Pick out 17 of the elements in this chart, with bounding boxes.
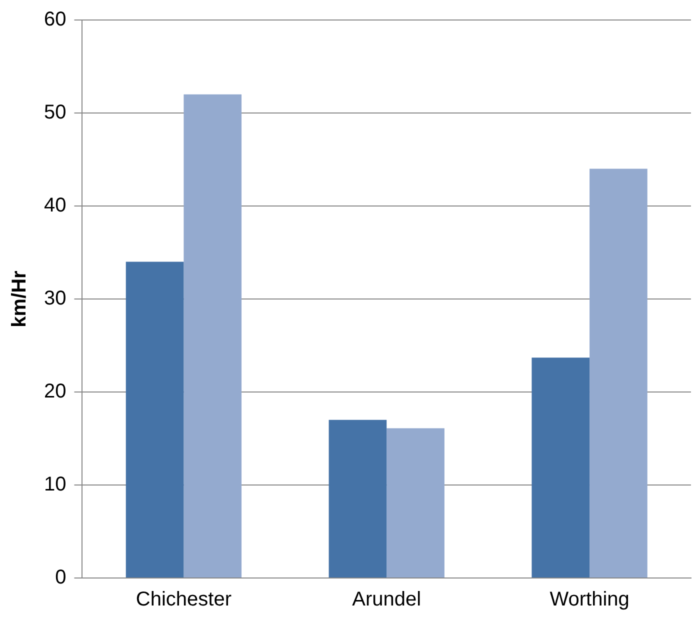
y-tick-label: 20: [44, 380, 66, 403]
x-tick-label: Chichester: [136, 588, 232, 611]
y-axis-title: km/Hr: [8, 270, 31, 328]
x-tick-label: Arundel: [352, 588, 422, 611]
bar: [184, 94, 242, 578]
y-tick-label: 50: [44, 102, 66, 124]
y-tick-label: 30: [44, 288, 66, 310]
bar: [126, 262, 184, 578]
y-tick-label: 40: [44, 194, 66, 217]
y-tick-label: 0: [55, 566, 66, 589]
x-tick-label: Worthing: [550, 588, 630, 611]
bar: [590, 168, 648, 578]
bar: [532, 358, 590, 578]
bar: [386, 428, 444, 578]
bar: [328, 420, 387, 578]
y-tick-label: 10: [44, 474, 66, 496]
y-tick-label: 60: [44, 8, 66, 31]
